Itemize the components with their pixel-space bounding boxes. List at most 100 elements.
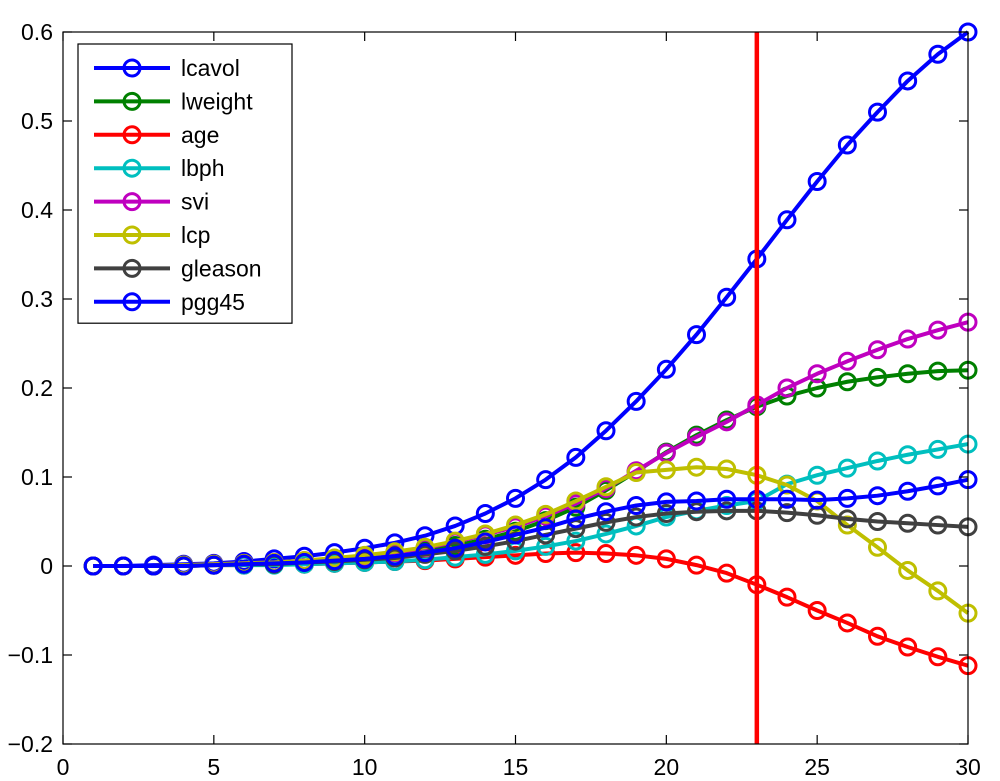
data-point [596,512,616,532]
x-tick-label: 30 [955,754,981,780]
data-point [596,502,616,522]
data-point [656,549,676,569]
data-point [777,210,797,230]
x-tick-label: 10 [352,754,378,780]
data-point [294,552,314,572]
y-tick-label: 0.2 [21,375,53,401]
data-point [687,325,706,345]
data-point [837,488,857,508]
legend-label: lcp [181,222,210,248]
data-point [807,364,827,384]
data-point [506,525,525,545]
legend-swatch-marker [122,258,142,278]
data-point [566,447,586,467]
data-point [777,475,797,495]
data-point [566,491,586,511]
legend-label: lweight [181,88,253,114]
data-point [837,351,857,371]
x-tick-label: 15 [503,754,529,780]
data-point [837,372,857,392]
data-point [868,340,887,360]
data-point [928,44,948,64]
data-point [717,563,737,583]
y-tick-label: 0.6 [21,19,53,45]
data-point [113,556,133,576]
legend-item-lcp: lcp [94,222,210,248]
data-point [656,460,676,480]
data-point [596,421,616,441]
legend-item-pgg45: pgg45 [94,289,245,315]
data-point [596,524,616,544]
data-point [898,637,918,657]
data-point [928,361,948,381]
data-point [83,556,103,576]
data-point [174,556,194,576]
x-tick-label: 25 [804,754,830,780]
axis-ticks: 0 5 10 15 20 25 30 −0.2 −0.1 0 0.1 0.2 0.3 0.4 0.5 0.6 [8,19,981,780]
data-point [596,544,616,564]
series-line-lbph [93,442,969,568]
data-point [868,451,887,471]
legend: lcavol lweight age lbph svi lcp gleason pgg45 [77,43,293,324]
y-tick-label: 0.3 [21,286,53,312]
data-point [687,555,706,575]
x-tick-label: 5 [207,754,220,780]
data-point [144,556,163,576]
data-point [687,427,706,447]
data-point [868,512,887,531]
legend-box [77,43,293,324]
data-point [717,501,737,521]
data-point [868,102,887,122]
plot-area [83,22,978,744]
x-tick-label: 0 [57,754,70,780]
data-point [475,503,495,523]
data-point [506,488,525,508]
data-point [536,504,556,524]
y-tick-label: 0.4 [21,197,53,223]
legend-item-age: age [94,122,219,148]
legend-swatch-marker [122,292,142,312]
series-lcp [83,457,978,623]
data-point [868,367,887,387]
legend-swatch-marker [122,91,142,111]
legend-label: svi [181,189,209,215]
data-point [566,509,586,529]
data-point [626,391,646,411]
data-point [656,492,676,512]
data-point [264,553,284,573]
y-tick-label: −0.2 [8,731,53,757]
legend-item-svi: svi [94,189,209,215]
legend-label: lbph [181,155,224,181]
data-point [536,470,556,490]
data-point [928,439,948,459]
data-point [626,507,646,527]
data-point [687,457,706,477]
data-point [717,412,737,432]
data-point [928,581,948,601]
data-point [536,518,556,538]
data-point [868,537,887,557]
legend-swatch-marker [122,58,142,78]
data-point [385,546,405,566]
data-point [898,364,918,384]
data-point [928,515,948,535]
data-point [898,71,918,91]
data-point [777,378,797,398]
series-line-age [93,550,969,668]
data-point [837,135,857,155]
legend-swatch-marker [122,125,142,145]
data-point [717,459,737,479]
data-point [445,538,465,558]
legend-item-lbph: lbph [94,155,224,181]
data-point [928,647,948,667]
data-point [234,554,254,574]
y-tick-label: 0 [40,553,53,579]
data-point [475,532,495,552]
legend-label: lcavol [181,55,240,81]
data-point [626,495,646,515]
data-point [807,378,827,398]
data-point [807,465,827,485]
data-point [898,445,918,465]
data-point [626,463,646,483]
